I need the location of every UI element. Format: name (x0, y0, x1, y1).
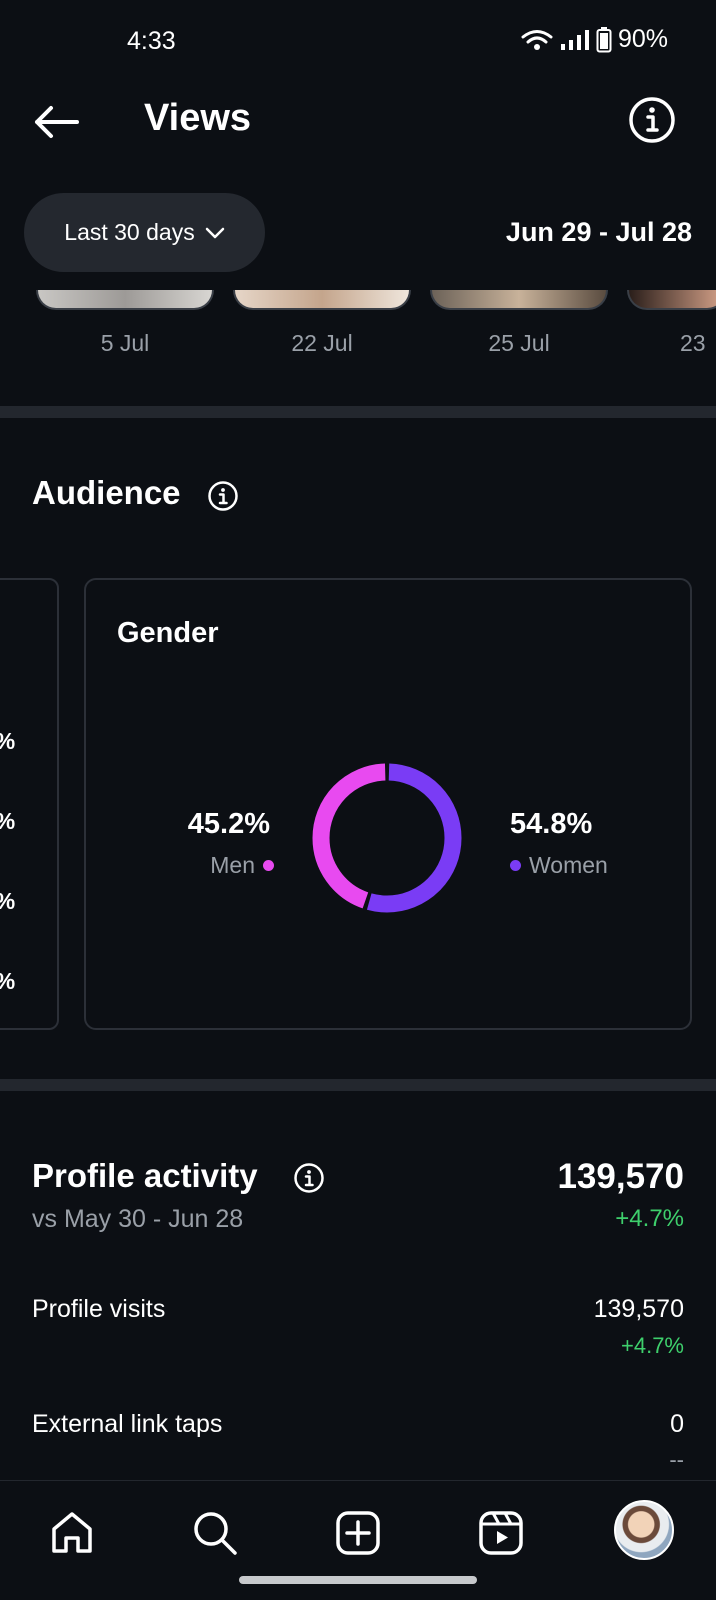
info-icon (629, 97, 675, 143)
gender-donut-chart (312, 763, 462, 913)
content-thumbnail[interactable] (627, 290, 716, 310)
gender-card[interactable]: Gender 45.2% Men 54.8% Women (84, 578, 692, 1030)
audience-card-previous[interactable]: 9% 0% 0% 9% (0, 578, 59, 1030)
men-label: Men (210, 852, 255, 878)
section-divider (0, 1079, 716, 1091)
metric-label: External link taps (32, 1410, 223, 1438)
thumbnail-date: 23 (680, 330, 706, 356)
donut-segment-men (312, 763, 462, 913)
battery-percent: 90% (617, 25, 668, 53)
battery-icon (596, 26, 612, 52)
create-icon (336, 1511, 380, 1555)
men-percent: 45.2% (187, 808, 270, 840)
info-icon[interactable] (293, 1162, 325, 1194)
thumbnail-date: 5 Jul (100, 330, 150, 356)
women-dot (510, 860, 521, 871)
gender-title: Gender (117, 617, 219, 649)
nav-profile-avatar[interactable] (614, 1500, 674, 1560)
metric-change: -- (669, 1447, 684, 1472)
profile-activity-title: Profile activity (32, 1157, 258, 1194)
back-button[interactable] (28, 94, 84, 150)
men-dot (263, 860, 274, 871)
status-bar: 4:33 90% (0, 0, 716, 80)
content-thumbnail[interactable] (430, 290, 608, 310)
profile-activity-total: 139,570 (557, 1157, 684, 1196)
home-icon (52, 1512, 92, 1553)
nav-reels[interactable] (473, 1505, 529, 1561)
status-time: 4:33 (127, 27, 176, 55)
wifi-icon (521, 29, 553, 50)
profile-activity-comparison: vs May 30 - Jun 28 (32, 1205, 244, 1233)
section-divider (0, 406, 716, 418)
metric-value: 139,570 (593, 1295, 684, 1323)
profile-activity-total-change: +4.7% (615, 1205, 684, 1232)
donut-segment-women (312, 763, 462, 913)
reels-icon (479, 1511, 523, 1555)
signal-icon (560, 29, 589, 50)
page-title: Views (144, 97, 252, 139)
date-filter-dropdown[interactable]: Last 30 days (24, 193, 265, 272)
women-percent: 54.8% (510, 808, 593, 840)
thumbnail-date: 22 Jul (291, 330, 353, 356)
chevron-down-icon (205, 227, 224, 238)
date-range: Jun 29 - Jul 28 (505, 217, 692, 247)
home-indicator[interactable] (239, 1576, 477, 1584)
content-thumbnail[interactable] (36, 290, 214, 310)
men-legend: Men (210, 852, 274, 879)
nav-create[interactable] (330, 1505, 386, 1561)
women-legend: Women (510, 852, 608, 879)
audience-title: Audience (32, 474, 181, 511)
card-value: 9% (0, 728, 15, 755)
card-value: 9% (0, 968, 15, 995)
top-content-strip: 5 Jul 22 Jul 25 Jul 23 (0, 290, 716, 400)
metric-value: 0 (670, 1410, 684, 1438)
nav-search[interactable] (187, 1505, 243, 1561)
content-thumbnail[interactable] (233, 290, 411, 310)
card-value: 0% (0, 808, 15, 835)
thumbnail-date: 25 Jul (488, 330, 550, 356)
date-filter-label: Last 30 days (64, 219, 195, 245)
metric-change: +4.7% (621, 1333, 684, 1358)
metric-label: Profile visits (32, 1295, 166, 1323)
info-button[interactable] (625, 93, 679, 147)
back-arrow-icon (35, 106, 79, 138)
card-value: 0% (0, 888, 15, 915)
search-icon (194, 1512, 237, 1555)
women-label: Women (529, 852, 608, 878)
info-icon[interactable] (207, 480, 239, 512)
header: Views (0, 80, 716, 200)
status-icons: 90% (520, 25, 668, 54)
nav-home[interactable] (44, 1505, 100, 1561)
